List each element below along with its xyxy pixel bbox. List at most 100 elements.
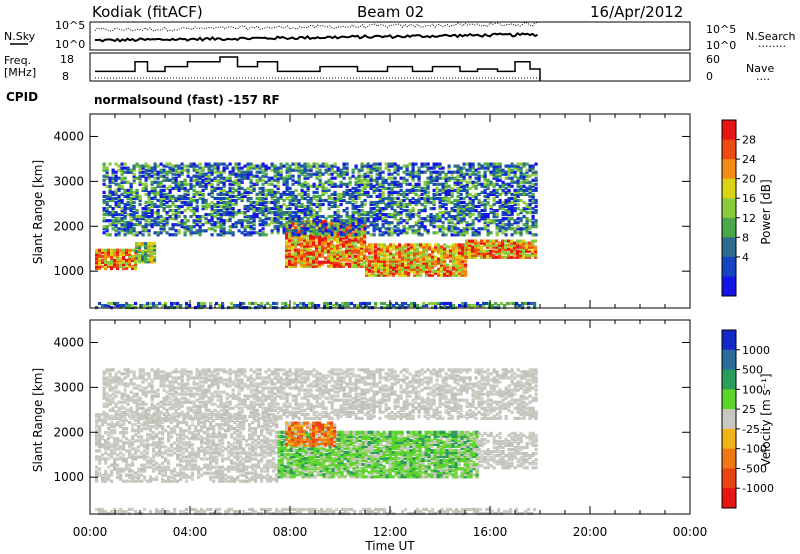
data-cell [383,243,387,247]
data-cell [122,256,126,260]
data-cell [462,162,466,166]
data-cell [519,209,523,213]
data-cell [195,190,199,194]
data-cell [522,180,526,184]
data-cell [134,262,138,267]
data-cell [486,217,490,221]
data-cell [150,170,154,174]
data-cell [258,217,262,221]
data-cell [459,204,463,209]
data-cell [390,190,394,194]
data-cell [504,176,508,180]
data-cell [468,180,472,184]
data-cell [516,221,520,225]
data-cell [309,225,313,229]
data-cell [279,162,283,166]
data-cell [507,251,511,255]
data-cell [246,198,250,203]
data-cell [396,211,400,215]
data-cell [171,233,175,237]
data-cell [98,437,102,441]
data-cell [392,304,396,308]
data-cell [449,265,453,269]
data-cell [528,219,532,223]
data-cell [452,257,456,261]
data-cell [501,207,505,211]
data-cell [371,263,375,267]
data-cell [444,174,448,178]
data-cell [345,242,349,246]
data-cell [110,421,114,425]
data-cell [243,211,247,215]
data-cell [363,213,367,217]
data-cell [461,247,465,251]
data-cell [395,251,399,255]
data-cell [528,241,532,245]
data-cell [459,219,463,223]
data-cell [426,200,430,205]
data-cell [252,217,256,221]
data-cell [480,164,484,168]
data-cell [501,188,505,192]
data-cell [420,223,424,227]
data-cell [354,248,358,252]
data-cell [104,254,108,258]
data-cell [300,202,304,207]
data-cell [116,469,120,473]
data-cell [143,465,147,469]
data-cell [105,194,109,198]
data-cell [462,176,466,180]
data-cell [246,196,250,201]
data-cell [207,164,211,168]
data-cell [138,168,142,172]
data-cell [501,190,505,194]
data-cell [465,221,469,225]
data-cell [150,186,154,190]
data-cell [449,267,453,271]
data-cell [423,219,427,223]
data-cell [312,221,316,225]
data-cell [489,182,493,186]
data-cell [342,182,346,186]
data-cell [495,225,499,229]
data-cell [401,257,405,261]
data-cell [275,301,279,306]
data-cell [398,304,402,308]
data-cell [461,267,465,271]
data-cell [102,209,106,213]
data-cell [492,243,496,247]
data-cell [372,229,376,233]
data-cell [410,263,414,267]
data-cell [368,251,372,255]
data-cell [312,238,316,242]
data-cell [408,182,412,186]
data-cell [144,242,148,246]
data-cell [324,162,328,166]
data-cell [104,248,108,252]
data-cell [429,219,433,223]
data-cell [465,223,469,227]
data-cell [113,254,117,258]
data-cell [345,162,349,166]
data-cell [153,231,157,235]
data-cell [525,186,529,190]
data-cell [443,261,447,265]
data-cell [426,184,430,188]
data-cell [240,166,244,170]
data-cell [333,213,337,217]
data-cell [279,221,283,225]
data-cell [114,211,118,215]
data-cell [107,254,111,258]
data-cell [327,248,331,252]
data-cell [114,233,118,237]
data-cell [390,176,394,180]
data-cell [98,449,102,453]
data-cell [126,202,130,207]
data-cell [209,301,213,306]
data-cell [455,267,459,271]
data-cell [186,188,190,192]
data-cell [380,253,384,257]
data-cell [312,262,316,266]
data-cell [366,190,370,194]
data-cell [422,251,426,255]
